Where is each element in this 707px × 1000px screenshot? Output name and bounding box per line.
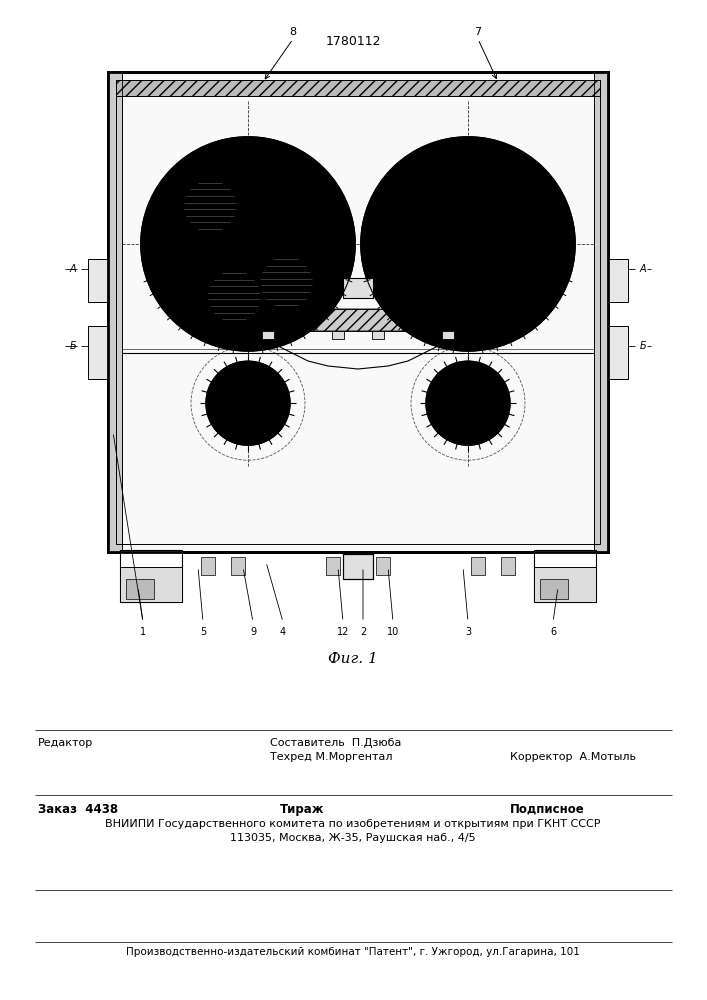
Bar (326, 557, 340, 575)
Bar (501, 557, 515, 575)
Text: Тираж: Тираж (280, 803, 325, 816)
Text: Фиг. 1: Фиг. 1 (328, 652, 378, 666)
Bar (116, 80, 600, 96)
Text: Редактор: Редактор (38, 738, 93, 748)
Circle shape (450, 226, 486, 262)
Bar (116, 80, 600, 544)
Bar (88, 326, 108, 379)
Text: Корректор  А.Мотыль: Корректор А.Мотыль (510, 752, 636, 762)
Circle shape (141, 137, 355, 351)
Text: 7: 7 (474, 27, 481, 37)
Circle shape (240, 236, 256, 252)
Circle shape (239, 322, 247, 330)
Text: Техред М.Моргентал: Техред М.Моргентал (270, 752, 392, 762)
Bar (372, 331, 384, 339)
Bar (108, 72, 608, 552)
Bar (343, 554, 373, 579)
Circle shape (395, 245, 448, 297)
Text: А: А (70, 264, 76, 274)
Text: 8: 8 (289, 27, 296, 37)
Bar (594, 72, 608, 552)
Circle shape (418, 194, 518, 294)
Circle shape (442, 164, 494, 216)
Text: 9: 9 (250, 627, 256, 637)
Bar (608, 326, 628, 379)
Circle shape (208, 270, 260, 322)
Text: 12: 12 (337, 627, 349, 637)
Bar (351, 557, 365, 575)
Circle shape (489, 245, 541, 297)
Circle shape (230, 226, 266, 262)
Text: А: А (640, 264, 646, 274)
Text: Составитель  П.Дзюба: Составитель П.Дзюба (270, 738, 402, 748)
Text: 6: 6 (550, 627, 556, 637)
Text: Заказ  4438: Заказ 4438 (38, 803, 118, 816)
Bar (376, 557, 390, 575)
Text: ВНИИПИ Государственного комитета по изобретениям и открытиям при ГКНТ СССР: ВНИИПИ Государственного комитета по изоб… (105, 819, 601, 829)
Bar (534, 567, 596, 602)
Circle shape (184, 180, 236, 232)
Bar (223, 309, 493, 331)
Circle shape (460, 236, 476, 252)
Bar (343, 278, 373, 298)
Bar (534, 550, 596, 602)
Bar (231, 557, 245, 575)
Bar (540, 579, 568, 599)
Text: А: А (454, 382, 460, 391)
Text: Б: Б (640, 341, 646, 351)
Bar (608, 259, 628, 302)
Text: 5: 5 (200, 627, 206, 637)
Bar (120, 550, 182, 602)
Bar (471, 557, 485, 575)
Circle shape (504, 322, 512, 330)
Bar (108, 72, 122, 552)
Text: 1: 1 (140, 627, 146, 637)
Text: 10: 10 (387, 627, 399, 637)
Bar (88, 259, 108, 302)
Text: Подписное: Подписное (510, 803, 585, 816)
Text: Производственно-издательский комбинат "Патент", г. Ужгород, ул.Гагарина, 101: Производственно-издательский комбинат "П… (126, 947, 580, 957)
Circle shape (244, 399, 252, 407)
Text: 2: 2 (360, 627, 366, 637)
Text: Б: Б (69, 341, 76, 351)
Circle shape (426, 361, 510, 445)
Bar (108, 72, 122, 552)
Circle shape (238, 393, 258, 413)
Bar (343, 554, 373, 579)
Bar (332, 331, 344, 339)
Bar (442, 331, 454, 339)
Text: 113035, Москва, Ж-35, Раушская наб., 4/5: 113035, Москва, Ж-35, Раушская наб., 4/5 (230, 833, 476, 843)
Circle shape (458, 393, 478, 413)
Text: 1780112: 1780112 (325, 35, 381, 48)
Circle shape (206, 361, 290, 445)
Bar (120, 567, 182, 602)
Text: А: А (234, 382, 240, 391)
Bar (262, 331, 274, 339)
Text: 3: 3 (465, 627, 471, 637)
Text: 4: 4 (280, 627, 286, 637)
Circle shape (361, 137, 575, 351)
Bar (201, 557, 215, 575)
Circle shape (464, 399, 472, 407)
Circle shape (198, 194, 298, 294)
Bar (594, 72, 608, 552)
Bar (126, 579, 154, 599)
Circle shape (469, 322, 477, 330)
Bar (108, 72, 608, 552)
Circle shape (204, 322, 212, 330)
Circle shape (260, 256, 312, 308)
